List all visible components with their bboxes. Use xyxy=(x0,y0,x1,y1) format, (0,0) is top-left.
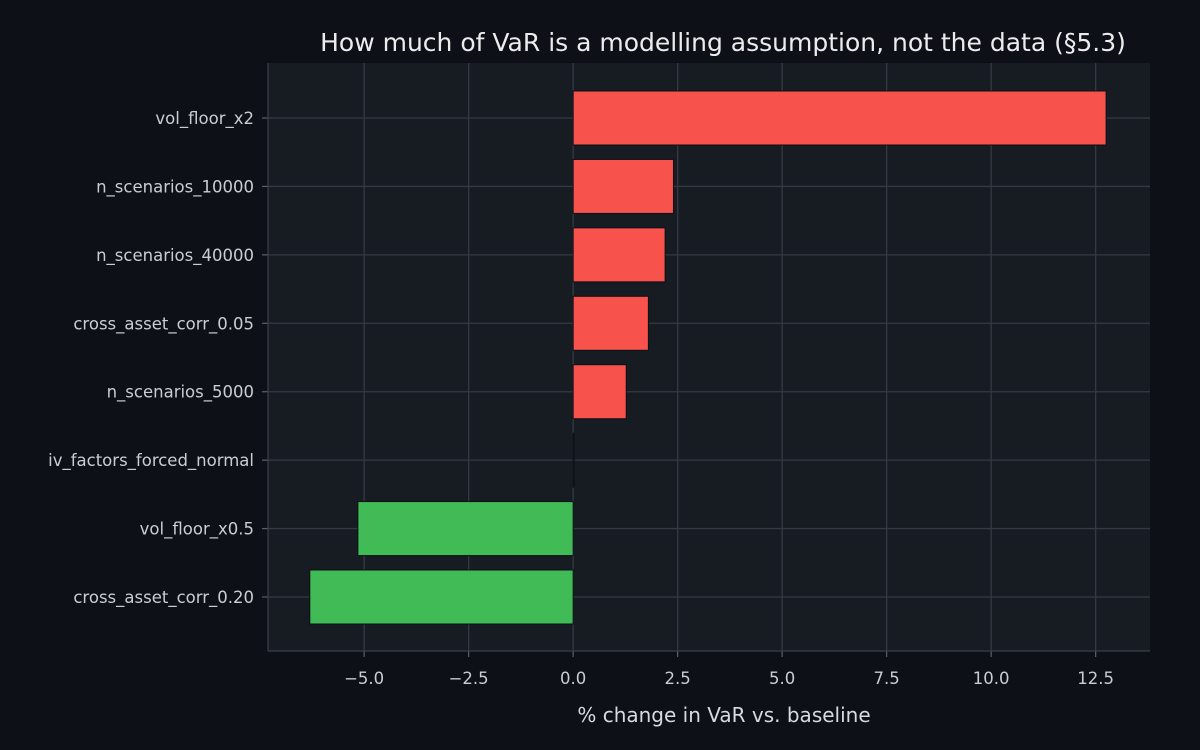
chart-title: How much of VaR is a modelling assumptio… xyxy=(320,28,1126,57)
x-tick-label: 0.0 xyxy=(560,669,586,688)
y-axis: vol_floor_x2 n_scenarios_10000 n_scenarios… xyxy=(48,63,269,651)
category-label: n_scenarios_10000 xyxy=(96,177,254,197)
x-tick-label: 10.0 xyxy=(973,669,1010,688)
bar-n_scenarios_40000 xyxy=(572,227,666,283)
x-tick-label: 2.5 xyxy=(665,669,691,688)
category-label: vol_floor_x2 xyxy=(155,109,254,129)
x-tick-label: −5.0 xyxy=(344,669,384,688)
x-axis-label: % change in VaR vs. baseline xyxy=(577,703,870,727)
bar-cross_asset_corr_0.05 xyxy=(572,295,649,351)
bar-iv_factors_forced_normal xyxy=(572,432,575,488)
x-tick-label: 7.5 xyxy=(874,669,900,688)
bar-n_scenarios_5000 xyxy=(572,364,627,420)
bars xyxy=(309,90,1107,625)
x-tick-label: 5.0 xyxy=(769,669,795,688)
bar-vol_floor_x0.5 xyxy=(357,501,574,557)
bar-vol_floor_x2 xyxy=(572,90,1107,146)
category-label: n_scenarios_40000 xyxy=(96,246,254,266)
bar-n_scenarios_10000 xyxy=(572,158,674,214)
x-tick-label: 12.5 xyxy=(1077,669,1114,688)
x-tick-label: −2.5 xyxy=(449,669,489,688)
bar-cross_asset_corr_0.20 xyxy=(309,569,574,625)
category-label: iv_factors_forced_normal xyxy=(48,451,254,471)
plot-area xyxy=(268,63,1150,651)
category-label: n_scenarios_5000 xyxy=(107,383,254,403)
category-label: vol_floor_x0.5 xyxy=(140,520,254,540)
category-label: cross_asset_corr_0.05 xyxy=(73,314,254,334)
category-label: cross_asset_corr_0.20 xyxy=(73,588,254,608)
x-axis: −5.0 −2.5 0.0 2.5 5.0 7.5 10.0 12.5 xyxy=(268,650,1150,688)
